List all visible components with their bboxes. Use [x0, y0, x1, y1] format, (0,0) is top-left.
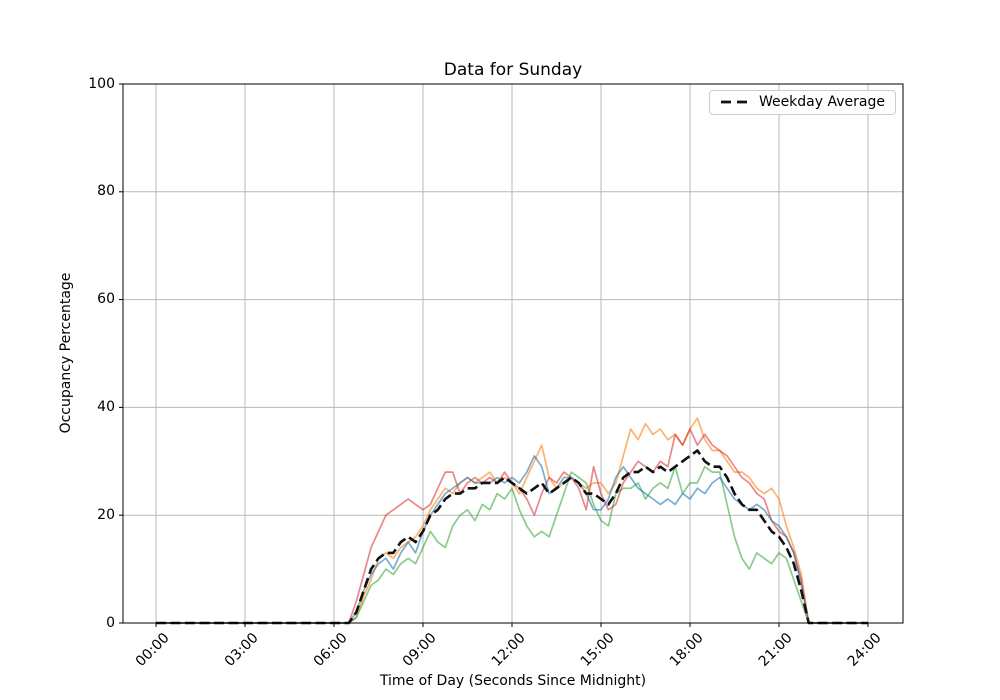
legend-label: Weekday Average — [758, 94, 885, 110]
chart-title: Data for Sunday — [443, 60, 583, 80]
y-tick-label: 20 — [97, 506, 115, 523]
y-tick-label: 40 — [97, 398, 115, 415]
y-tick-label: 60 — [97, 291, 115, 308]
y-tick-label: 80 — [97, 183, 115, 200]
x-axis-label: Time of Day (Seconds Since Midnight) — [379, 673, 647, 689]
legend-dash-icon — [720, 100, 749, 104]
y-tick-label: 0 — [106, 614, 115, 631]
legend: Weekday Average — [708, 90, 896, 115]
plot-border — [122, 83, 904, 624]
y-tick-label: 100 — [88, 75, 115, 92]
